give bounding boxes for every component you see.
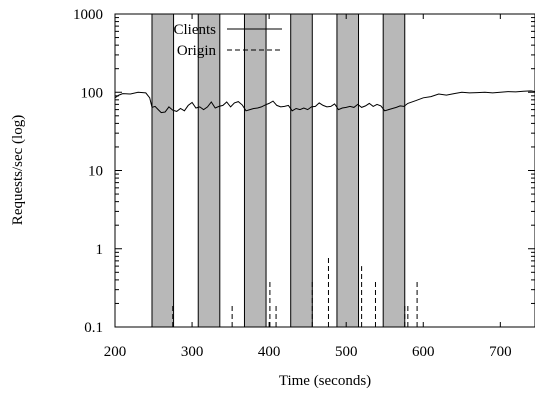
y-tick-label: 0.1 bbox=[84, 320, 103, 336]
y-axis-label: Requests/sec (log) bbox=[10, 115, 26, 225]
clients-series bbox=[114, 90, 535, 114]
x-tick-label: 600 bbox=[412, 344, 435, 360]
shaded-band-6 bbox=[382, 13, 406, 328]
clients-line bbox=[114, 90, 535, 114]
shaded-band-2 bbox=[197, 13, 221, 328]
shaded-intervals bbox=[151, 13, 406, 328]
origin-series bbox=[172, 256, 418, 327]
y-tick-label: 100 bbox=[81, 85, 104, 101]
legend: Clients Origin bbox=[173, 22, 282, 59]
shaded-band-1 bbox=[151, 13, 175, 328]
legend-label-clients: Clients bbox=[173, 22, 216, 38]
y-tick-label: 10 bbox=[88, 164, 103, 180]
x-tick-label: 200 bbox=[104, 344, 127, 360]
x-axis-label: Time (seconds) bbox=[279, 373, 371, 389]
shaded-band-5 bbox=[336, 13, 360, 328]
x-tick-label: 500 bbox=[335, 344, 358, 360]
y-axis: 0.1 1 10 100 1000 bbox=[73, 7, 535, 336]
x-tick-label: 700 bbox=[489, 344, 512, 360]
shaded-band-3 bbox=[243, 13, 267, 328]
x-tick-label: 300 bbox=[181, 344, 204, 360]
plot-frame bbox=[114, 13, 535, 328]
shaded-band-4 bbox=[290, 13, 313, 328]
x-tick-label: 400 bbox=[258, 344, 281, 360]
legend-label-origin: Origin bbox=[177, 43, 217, 59]
x-axis: 200 300 400 500 600 700 bbox=[104, 14, 512, 360]
y-tick-label: 1000 bbox=[73, 7, 103, 23]
y-tick-label: 1 bbox=[96, 242, 104, 258]
